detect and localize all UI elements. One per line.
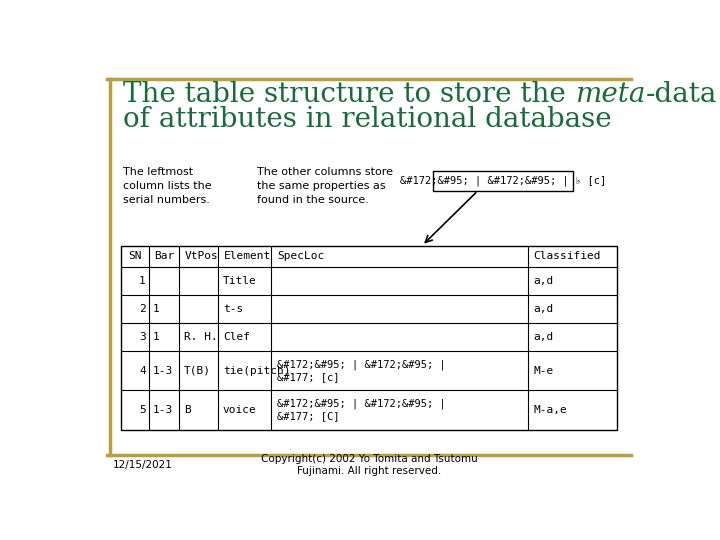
Text: The leftmost
column lists the
serial numbers.: The leftmost column lists the serial num…: [124, 167, 212, 205]
Bar: [121, 246, 617, 430]
Text: The other columns store
the same properties as
found in the source.: The other columns store the same propert…: [258, 167, 393, 205]
Text: SpecLoc: SpecLoc: [277, 252, 324, 261]
Text: Clef: Clef: [222, 332, 250, 342]
Text: Element: Element: [224, 252, 271, 261]
Text: M-e: M-e: [534, 366, 554, 376]
Text: Classified: Classified: [534, 252, 601, 261]
Text: Title: Title: [222, 276, 256, 286]
Text: a,d: a,d: [534, 304, 554, 314]
Text: &#172;&#95; | &#172;&#95; | ♭ [c]: &#172;&#95; | &#172;&#95; | ♭ [c]: [400, 176, 606, 186]
Text: a,d: a,d: [534, 276, 554, 286]
Text: 1-3: 1-3: [153, 405, 174, 415]
Text: meta: meta: [575, 82, 646, 109]
Text: B: B: [184, 405, 191, 415]
Text: SN: SN: [128, 252, 141, 261]
Text: tie(pitch): tie(pitch): [222, 366, 290, 376]
Text: &#172;&#95; | &#172;&#95; |
&#177; [C]: &#172;&#95; | &#172;&#95; | &#177; [C]: [277, 399, 446, 422]
Text: 4: 4: [139, 366, 145, 376]
Text: voice: voice: [222, 405, 256, 415]
Text: 1: 1: [139, 276, 145, 286]
Text: 1-3: 1-3: [153, 366, 174, 376]
Text: Bar: Bar: [154, 252, 174, 261]
Text: -data: -data: [646, 82, 717, 109]
Text: t-s: t-s: [222, 304, 243, 314]
Text: of attributes in relational database: of attributes in relational database: [124, 106, 612, 133]
Text: a,d: a,d: [534, 332, 554, 342]
Text: T(B): T(B): [184, 366, 211, 376]
Text: 1: 1: [153, 304, 160, 314]
Text: 12/15/2021: 12/15/2021: [112, 460, 172, 470]
Text: The table structure to store the: The table structure to store the: [124, 82, 575, 109]
Text: 5: 5: [139, 405, 145, 415]
Text: 1: 1: [153, 332, 160, 342]
Text: 3: 3: [139, 332, 145, 342]
Bar: [433, 171, 572, 191]
Text: 2: 2: [139, 304, 145, 314]
Text: R. H.: R. H.: [184, 332, 217, 342]
Text: Copyright(c) 2002 Yo Tomita and Tsutomu
Fujinami. All right reserved.: Copyright(c) 2002 Yo Tomita and Tsutomu …: [261, 454, 477, 476]
Text: M-a,e: M-a,e: [534, 405, 567, 415]
Text: &#172;&#95; | &#172;&#95; |
&#177; [c]: &#172;&#95; | &#172;&#95; | &#177; [c]: [277, 359, 446, 382]
Text: VtPos: VtPos: [185, 252, 219, 261]
